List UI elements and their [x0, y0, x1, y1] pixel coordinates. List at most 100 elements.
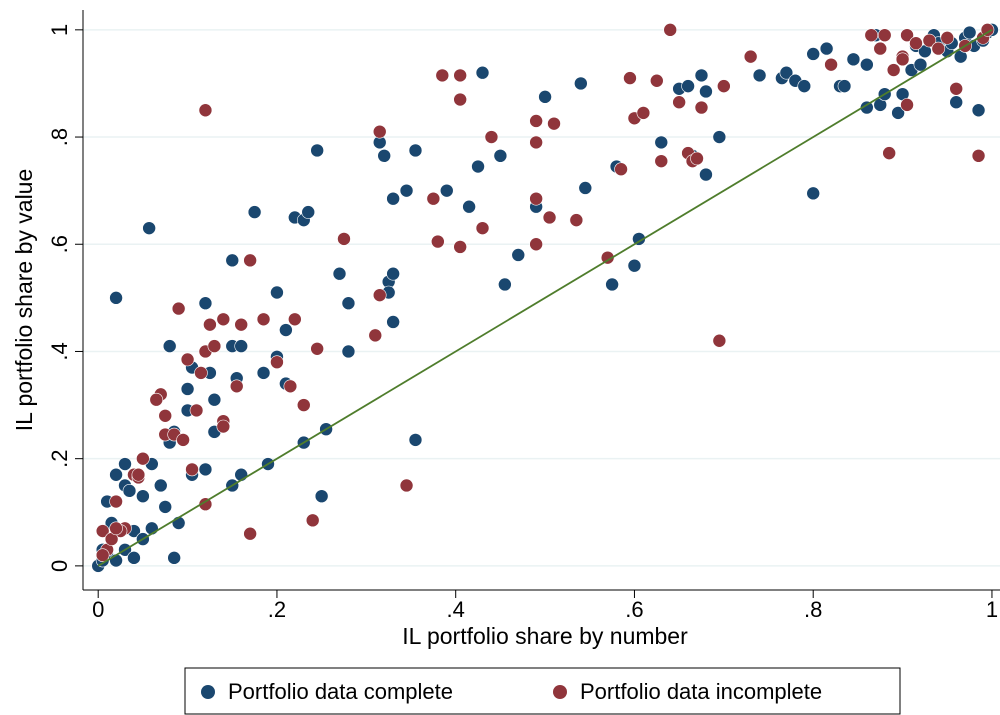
point: [614, 162, 628, 177]
point: [216, 419, 231, 434]
point: [909, 36, 923, 51]
point: [305, 513, 320, 528]
point: [636, 106, 651, 120]
point: [149, 392, 164, 407]
point: [623, 71, 637, 85]
point: [493, 149, 508, 163]
point: [529, 135, 543, 150]
point: [837, 79, 852, 93]
point: [654, 135, 669, 150]
point: [95, 548, 110, 562]
point: [980, 23, 995, 37]
point: [529, 237, 543, 252]
point: [341, 296, 356, 311]
point: [426, 191, 441, 206]
point: [453, 240, 467, 254]
point: [310, 341, 324, 356]
point: [462, 199, 476, 214]
point: [694, 100, 709, 115]
y-tick-label: .4: [47, 342, 72, 360]
point: [229, 379, 244, 394]
point: [270, 355, 284, 369]
point: [962, 25, 977, 40]
point: [234, 317, 248, 332]
point: [864, 28, 879, 42]
point: [243, 253, 257, 268]
legend-label: Portfolio data complete: [228, 679, 453, 704]
point: [207, 339, 222, 353]
point: [529, 191, 543, 206]
point: [180, 382, 195, 396]
point: [681, 79, 695, 93]
point: [860, 100, 874, 115]
y-tick-label: .6: [47, 235, 72, 253]
point: [806, 186, 821, 201]
y-axis-title: IL portfolio share by value: [11, 169, 37, 432]
point: [694, 68, 709, 83]
point: [886, 63, 901, 77]
point: [498, 277, 512, 292]
point: [873, 41, 888, 56]
y-tick-label: .8: [47, 128, 72, 146]
x-axis-title: IL portfolio share by number: [402, 623, 688, 649]
point: [198, 296, 213, 311]
point: [712, 130, 727, 144]
point: [806, 47, 821, 61]
point: [699, 167, 713, 182]
point: [234, 339, 248, 353]
point: [372, 124, 387, 139]
point: [279, 323, 293, 337]
point: [142, 221, 156, 235]
point: [341, 344, 356, 359]
point: [824, 57, 838, 72]
point: [131, 467, 146, 482]
point: [158, 408, 173, 423]
point: [95, 524, 110, 538]
point: [439, 183, 454, 198]
point: [288, 312, 302, 327]
point: [158, 500, 173, 514]
point: [203, 317, 217, 332]
point: [743, 49, 758, 64]
point: [162, 339, 177, 353]
point: [431, 234, 445, 249]
point: [654, 154, 669, 168]
point: [949, 81, 964, 96]
point: [877, 28, 892, 42]
point: [207, 392, 222, 407]
point: [283, 379, 298, 394]
point: [189, 403, 204, 418]
point: [122, 484, 137, 498]
point: [900, 28, 914, 42]
point: [578, 181, 593, 195]
point: [752, 68, 767, 83]
point: [971, 149, 986, 163]
point: [605, 277, 619, 292]
point: [717, 79, 731, 93]
point: [176, 433, 190, 447]
point: [194, 366, 208, 380]
point: [225, 253, 240, 268]
point: [475, 65, 490, 80]
reference-line: [97, 29, 993, 567]
point: [136, 451, 150, 466]
point: [627, 258, 642, 273]
x-tick-label: .2: [268, 597, 286, 622]
legend-marker: [201, 685, 215, 699]
point: [109, 494, 123, 509]
point: [600, 250, 615, 265]
point: [296, 398, 311, 412]
point: [153, 478, 168, 493]
point: [408, 433, 423, 447]
point: [216, 312, 231, 327]
point: [779, 65, 794, 80]
point: [118, 457, 132, 471]
point: [453, 92, 467, 107]
point: [940, 31, 955, 45]
legend-marker: [553, 685, 567, 699]
point: [185, 462, 199, 477]
point: [109, 467, 123, 482]
point: [542, 210, 557, 225]
y-tick-label: 1: [47, 24, 72, 36]
